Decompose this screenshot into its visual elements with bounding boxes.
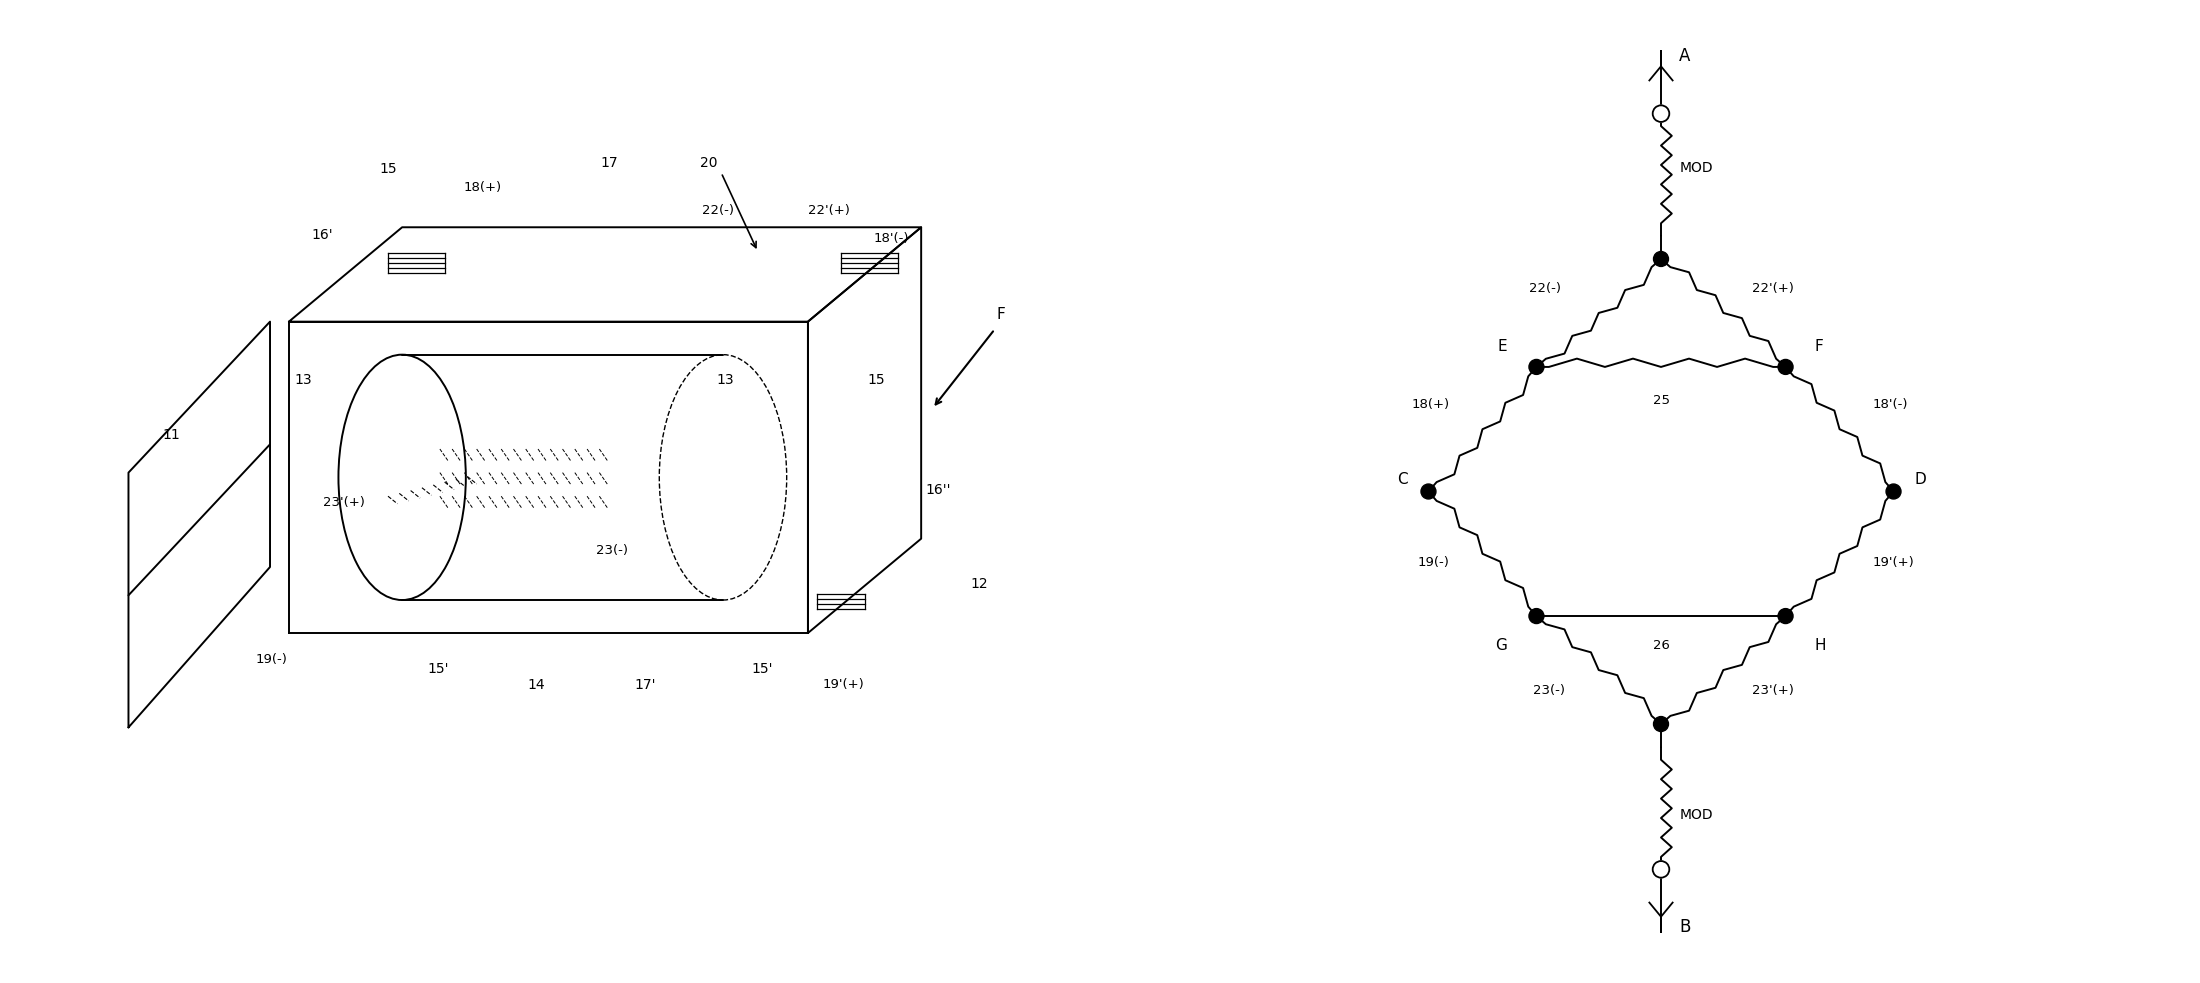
Text: 15': 15'	[427, 662, 449, 676]
Text: 12: 12	[970, 577, 988, 591]
Text: 19(-): 19(-)	[255, 653, 288, 665]
Circle shape	[1778, 360, 1793, 375]
Text: 19(-): 19(-)	[1417, 555, 1450, 568]
Text: 18(+): 18(+)	[464, 181, 502, 194]
Text: 18(+): 18(+)	[1410, 398, 1450, 411]
Text: B: B	[1679, 918, 1690, 937]
Text: A: A	[1679, 46, 1690, 65]
Circle shape	[1529, 360, 1544, 375]
Text: 18'(-): 18'(-)	[1872, 398, 1907, 411]
Circle shape	[1652, 861, 1670, 878]
Text: 22(-): 22(-)	[1529, 281, 1562, 295]
Text: 15: 15	[867, 374, 884, 387]
Circle shape	[1885, 484, 1901, 499]
Text: 22'(+): 22'(+)	[807, 203, 849, 217]
Text: 22'(+): 22'(+)	[1753, 281, 1795, 295]
Text: 14: 14	[528, 678, 546, 692]
Text: MOD: MOD	[1679, 160, 1714, 175]
Text: 15: 15	[378, 162, 396, 176]
Text: D: D	[1914, 472, 1925, 487]
Text: 23'(+): 23'(+)	[1753, 684, 1795, 697]
Circle shape	[1654, 717, 1668, 731]
Text: 16': 16'	[310, 228, 332, 242]
Circle shape	[1778, 608, 1793, 623]
Text: G: G	[1496, 638, 1507, 653]
Text: 25: 25	[1652, 393, 1670, 407]
Text: F: F	[997, 307, 1005, 321]
Text: 22(-): 22(-)	[702, 203, 735, 217]
Text: 13: 13	[715, 374, 733, 387]
Text: 23(-): 23(-)	[596, 544, 627, 556]
Text: 15': 15'	[752, 662, 774, 676]
Text: 17: 17	[601, 156, 618, 170]
Circle shape	[1652, 105, 1670, 122]
Text: 23(-): 23(-)	[1533, 684, 1566, 697]
Text: 20: 20	[700, 156, 717, 170]
Text: 23'(+): 23'(+)	[323, 496, 365, 509]
Text: 17': 17'	[636, 678, 656, 692]
Text: 11: 11	[163, 428, 180, 442]
Text: 18'(-): 18'(-)	[873, 232, 909, 245]
Circle shape	[1654, 252, 1668, 266]
Text: 19'(+): 19'(+)	[823, 678, 865, 691]
Text: C: C	[1397, 472, 1408, 487]
Text: 16'': 16''	[926, 483, 950, 496]
Text: MOD: MOD	[1679, 808, 1714, 823]
Text: E: E	[1498, 339, 1507, 354]
Circle shape	[1421, 484, 1437, 499]
Text: 19'(+): 19'(+)	[1872, 555, 1914, 568]
Circle shape	[1529, 608, 1544, 623]
Text: 13: 13	[295, 374, 312, 387]
Text: H: H	[1815, 638, 1826, 653]
Text: F: F	[1815, 339, 1824, 354]
Text: 26: 26	[1652, 639, 1670, 652]
